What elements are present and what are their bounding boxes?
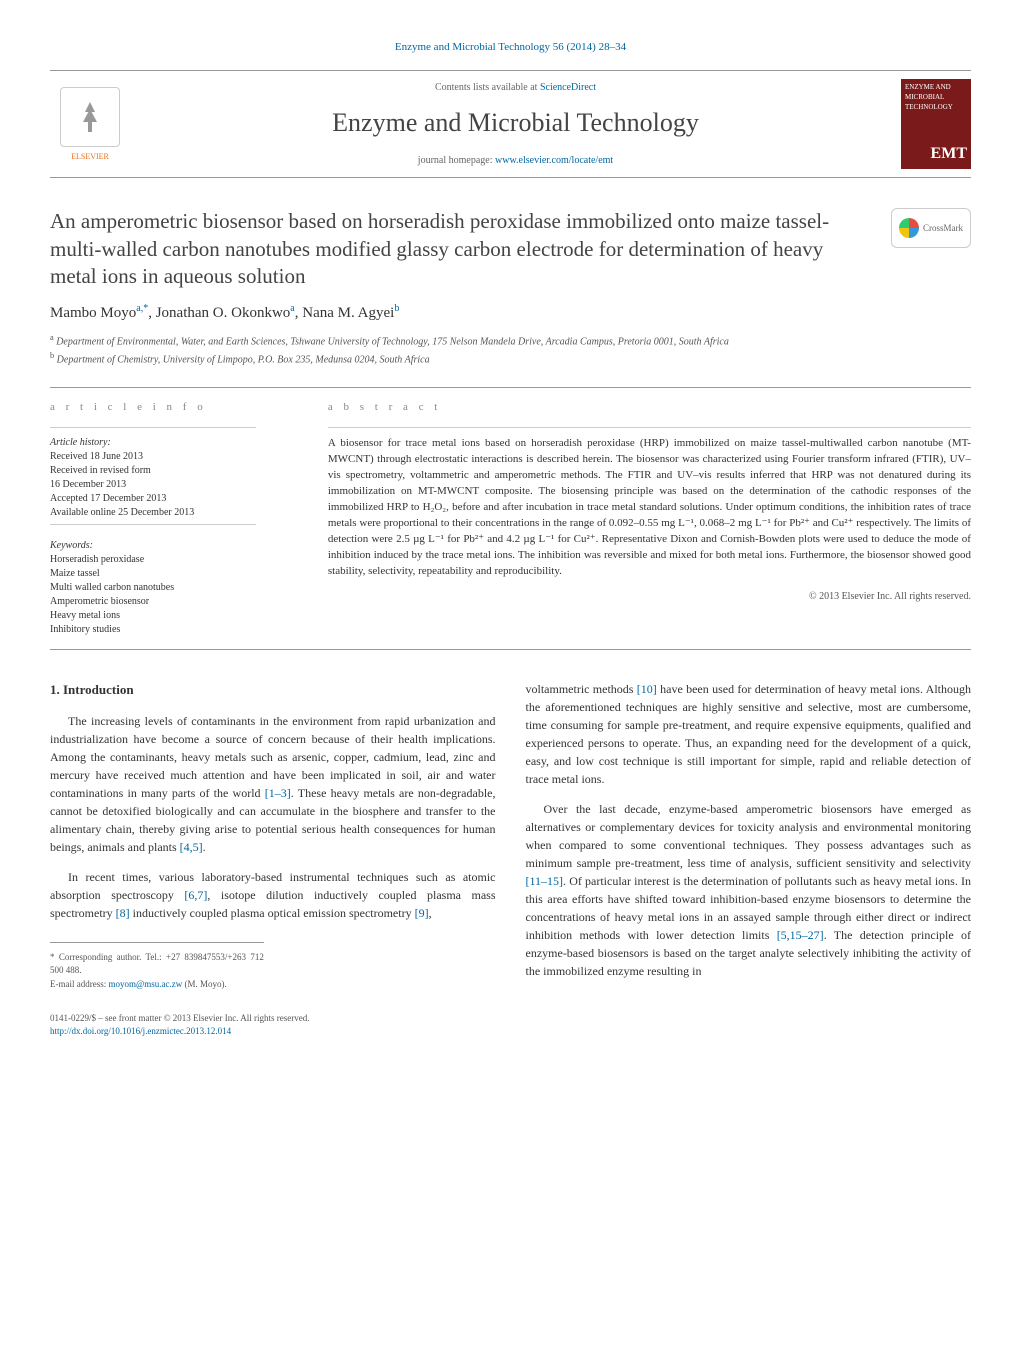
section-heading: 1. Introduction: [50, 680, 496, 700]
abstract-text: A biosensor for trace metal ions based o…: [328, 436, 971, 579]
body-p3: voltammetric methods [10] have been used…: [526, 680, 972, 788]
elsevier-logo: ELSEVIER: [50, 79, 130, 169]
journal-reference: Enzyme and Microbial Technology 56 (2014…: [50, 40, 971, 55]
keyword-4: Heavy metal ions: [50, 609, 293, 623]
history-2: 16 December 2013: [50, 478, 293, 492]
author-0: Mambo Moyo: [50, 305, 136, 321]
history-4: Available online 25 December 2013: [50, 506, 293, 520]
body-col-left: 1. Introduction The increasing levels of…: [50, 680, 496, 992]
article-title: An amperometric biosensor based on horse…: [50, 208, 891, 290]
author-2: Nana M. Agyei: [302, 305, 394, 321]
email-suffix: (M. Moyo).: [182, 979, 227, 989]
header-center: Contents lists available at ScienceDirec…: [130, 81, 901, 167]
body-section: 1. Introduction The increasing levels of…: [50, 680, 971, 992]
info-heading: a r t i c l e i n f o: [50, 400, 293, 415]
doi-link[interactable]: http://dx.doi.org/10.1016/j.enzmictec.20…: [50, 1026, 231, 1036]
homepage-prefix: journal homepage:: [418, 155, 495, 166]
keyword-0: Horseradish peroxidase: [50, 553, 293, 567]
history-0: Received 18 June 2013: [50, 450, 293, 464]
email-line: E-mail address: moyom@msu.ac.zw (M. Moyo…: [50, 978, 264, 992]
author-1-sup: a: [290, 303, 294, 314]
body-p2: In recent times, various laboratory-base…: [50, 868, 496, 922]
keywords-label: Keywords:: [50, 539, 293, 553]
affiliation-b: b Department of Chemistry, University of…: [50, 350, 971, 367]
cover-title: ENZYME AND MICROBIAL TECHNOLOGY: [905, 83, 967, 112]
keyword-5: Inhibitory studies: [50, 623, 293, 637]
journal-cover: ENZYME AND MICROBIAL TECHNOLOGY EMT: [901, 79, 971, 169]
author-1: Jonathan O. Okonkwo: [156, 305, 291, 321]
email-label: E-mail address:: [50, 979, 108, 989]
info-abstract-row: a r t i c l e i n f o Article history: R…: [50, 387, 971, 650]
abstract-divider: [328, 427, 971, 428]
issn-line: 0141-0229/$ – see front matter © 2013 El…: [50, 1012, 971, 1025]
aff-b-sup: b: [50, 351, 54, 360]
corresponding-author: * Corresponding author. Tel.: +27 839847…: [50, 951, 264, 978]
affiliations: a Department of Environmental, Water, an…: [50, 332, 971, 367]
info-divider-2: [50, 524, 256, 525]
journal-name: Enzyme and Microbial Technology: [130, 105, 901, 141]
footnotes: * Corresponding author. Tel.: +27 839847…: [50, 942, 264, 992]
info-divider-1: [50, 427, 256, 428]
crossmark-badge[interactable]: CrossMark: [891, 208, 971, 248]
aff-a-text: Department of Environmental, Water, and …: [56, 337, 729, 348]
contents-prefix: Contents lists available at: [435, 82, 540, 93]
author-2-sup: b: [394, 303, 399, 314]
affiliation-a: a Department of Environmental, Water, an…: [50, 332, 971, 349]
keyword-3: Amperometric biosensor: [50, 595, 293, 609]
history-label: Article history:: [50, 436, 293, 450]
header-bar: ELSEVIER Contents lists available at Sci…: [50, 70, 971, 178]
body-col-right: voltammetric methods [10] have been used…: [526, 680, 972, 992]
homepage-line: journal homepage: www.elsevier.com/locat…: [130, 154, 901, 168]
crossmark-icon: [899, 218, 919, 238]
keyword-1: Maize tassel: [50, 567, 293, 581]
homepage-link[interactable]: www.elsevier.com/locate/emt: [495, 155, 613, 166]
history-3: Accepted 17 December 2013: [50, 492, 293, 506]
contents-line: Contents lists available at ScienceDirec…: [130, 81, 901, 95]
footer: 0141-0229/$ – see front matter © 2013 El…: [50, 1012, 971, 1037]
body-p1: The increasing levels of contaminants in…: [50, 712, 496, 856]
crossmark-label: CrossMark: [923, 222, 963, 235]
copyright: © 2013 Elsevier Inc. All rights reserved…: [328, 590, 971, 604]
abstract-heading: a b s t r a c t: [328, 400, 971, 415]
email-link[interactable]: moyom@msu.ac.zw: [108, 979, 182, 989]
cover-emt: EMT: [905, 143, 967, 165]
abstract-column: a b s t r a c t A biosensor for trace me…: [308, 388, 971, 649]
authors: Mambo Moyoa,*, Jonathan O. Okonkwoa, Nan…: [50, 302, 971, 324]
article-info: a r t i c l e i n f o Article history: R…: [50, 388, 308, 649]
aff-a-sup: a: [50, 333, 54, 342]
keyword-2: Multi walled carbon nanotubes: [50, 581, 293, 595]
author-0-sup: a,*: [136, 303, 148, 314]
title-row: An amperometric biosensor based on horse…: [50, 208, 971, 290]
elsevier-tree-icon: [60, 87, 120, 147]
elsevier-name: ELSEVIER: [71, 151, 109, 162]
sciencedirect-link[interactable]: ScienceDirect: [540, 82, 596, 93]
body-p4: Over the last decade, enzyme-based amper…: [526, 800, 972, 980]
aff-b-text: Department of Chemistry, University of L…: [57, 354, 430, 365]
history-1: Received in revised form: [50, 464, 293, 478]
